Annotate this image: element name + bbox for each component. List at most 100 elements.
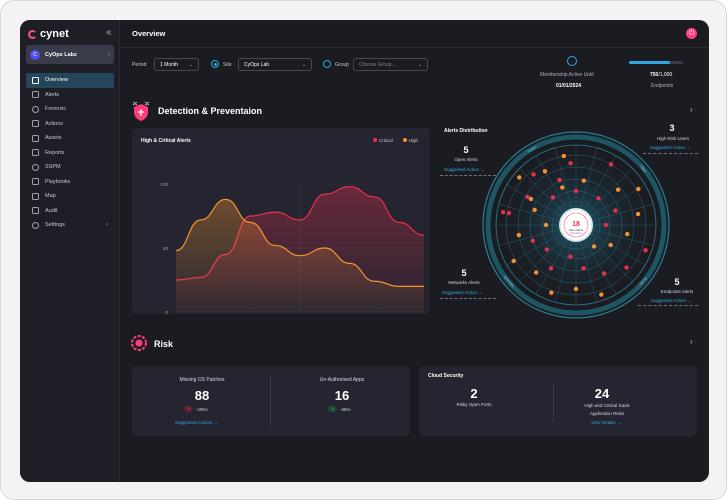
alert-dot — [549, 290, 554, 295]
alert-dot — [591, 244, 597, 249]
alert-dot — [601, 271, 607, 276]
alert-dot — [517, 175, 522, 180]
page-title: Overview — [132, 29, 166, 38]
link-text: Suggested Action — [650, 145, 686, 150]
shield-bug-icon — [132, 101, 150, 121]
sidebar-item-label: Audit — [45, 207, 58, 214]
patches-value: 88 — [194, 388, 210, 403]
detection-title: Detection & Preventaion — [158, 106, 263, 116]
sidebar-item-label: Playbooks — [45, 178, 71, 185]
sidebar-item-map[interactable]: Map — [26, 189, 114, 204]
risk-title: Risk — [154, 339, 174, 349]
endpoints-label: Endpoints — [651, 83, 674, 89]
open-alerts-count: 5 — [463, 145, 469, 155]
sidebar-item-label: Map — [45, 193, 56, 200]
risk-expand-icon[interactable]: › — [690, 337, 693, 346]
radar-spoke — [588, 237, 633, 282]
radar-spoke — [555, 242, 572, 303]
alert-dot — [557, 177, 562, 183]
org-switcher[interactable]: C CyOps Labz ‹ — [26, 45, 114, 64]
alert-dot — [636, 186, 641, 192]
sidebar-item-settings[interactable]: Settings › — [26, 218, 114, 233]
alert-dot — [561, 153, 567, 159]
alerts-area-chart: 100500NovDec — [160, 182, 425, 314]
sidebar-item-audit[interactable]: Audit — [26, 204, 114, 219]
assets-icon — [32, 134, 39, 142]
divider — [553, 384, 554, 422]
alert-dot — [596, 195, 601, 201]
divider — [270, 376, 271, 426]
sidebar-item-alerts[interactable]: Alerts — [26, 88, 114, 103]
sidebar-item-label: Forensic — [45, 106, 67, 113]
arrow-right-icon: → — [687, 298, 692, 303]
sidebar-item-overview[interactable]: Overview — [26, 73, 114, 88]
sidebar-item-playbooks[interactable]: Playbooks — [26, 175, 114, 190]
patches-change: +25% — [196, 407, 208, 412]
legend-high: High — [402, 138, 418, 143]
power-icon[interactable]: ⏻ — [686, 28, 697, 39]
sidebar-item-label: Overview — [45, 77, 68, 84]
networks-suggested-action[interactable]: Suggested Action → — [442, 290, 483, 295]
sidebar-item-forensic[interactable]: Forensic — [26, 102, 114, 117]
sidebar-item-label: SSPM — [45, 164, 61, 171]
sidebar-item-actions[interactable]: Actions — [26, 117, 114, 132]
alert-dot — [581, 178, 587, 183]
radar-spoke — [506, 184, 561, 217]
radar-spoke — [580, 147, 597, 208]
endpoints-alerts-label: Endpoints Alerts — [660, 289, 694, 294]
detection-expand-icon[interactable]: › — [690, 105, 693, 114]
ring-label: Hosts — [638, 276, 647, 286]
arrow-right-icon: → — [686, 145, 691, 150]
collapse-sidebar-icon[interactable]: « — [106, 27, 112, 38]
endpoints-suggested-action[interactable]: Suggested Action → — [651, 298, 692, 303]
radar-spoke — [519, 168, 564, 213]
legend-dot-high — [402, 138, 407, 142]
center-count: 18 — [572, 221, 580, 228]
radar-spoke — [591, 184, 646, 217]
connector-line — [643, 153, 698, 154]
membership-label: Membership Active Until — [540, 72, 594, 78]
group-select[interactable]: Choose Group... ⌄ — [353, 58, 428, 71]
alert-dot — [516, 232, 522, 238]
endpoints-alerts-count: 5 — [674, 277, 680, 287]
alert-dot — [635, 211, 641, 217]
cynet-logo[interactable]: cynet — [28, 28, 69, 40]
alert-dot — [613, 208, 618, 213]
link-text: Suggested Actions — [175, 420, 213, 425]
site-label: Site — [223, 62, 232, 68]
membership-date: 01/01/2024 — [556, 83, 582, 89]
alert-dot — [608, 242, 613, 248]
radar-spoke — [593, 204, 654, 221]
org-avatar: C — [30, 49, 40, 60]
site-radio[interactable] — [211, 60, 219, 68]
networks-alerts-label: Networks Alerts — [448, 280, 480, 285]
radar-spoke — [593, 229, 654, 246]
link-text: View Details — [591, 420, 616, 425]
period-select[interactable]: 1 Month ⌄ — [154, 58, 199, 71]
alert-dot — [544, 247, 550, 252]
open-ports-label: Risky Open Ports — [456, 402, 492, 407]
site-select[interactable]: CyOps Lab ⌄ — [238, 58, 312, 71]
chevron-down-icon: ⌄ — [188, 62, 193, 68]
sidebar-item-reports[interactable]: Reports — [26, 146, 114, 161]
alert-dot — [581, 266, 586, 271]
open-alerts-suggested-action[interactable]: Suggested Action → — [444, 167, 485, 172]
saas-risks-label: High and Critical SaaS Application Risks — [584, 403, 630, 416]
sidebar-nav: Overview Alerts Forensic Actions Assets … — [26, 73, 114, 233]
patches-suggested-actions[interactable]: Suggested Actions → — [175, 420, 218, 425]
high-risk-users-count: 3 — [669, 123, 675, 133]
chevron-down-icon: ⌄ — [417, 62, 422, 68]
arrow-right-icon: → — [478, 290, 483, 295]
radar-spoke — [580, 242, 597, 303]
radar-spoke — [591, 233, 646, 266]
group-placeholder: Choose Group... — [359, 62, 396, 68]
group-radio[interactable] — [323, 60, 331, 68]
alert-dot — [550, 195, 556, 200]
sidebar-item-assets[interactable]: Assets — [26, 131, 114, 146]
saas-view-details[interactable]: View Details → — [591, 420, 621, 425]
alert-dot — [568, 254, 573, 259]
sidebar-item-sspm[interactable]: SSPM — [26, 160, 114, 175]
clock-icon — [567, 56, 577, 66]
alert-dot — [500, 209, 506, 215]
users-suggested-action[interactable]: Suggested Action → — [650, 145, 691, 150]
